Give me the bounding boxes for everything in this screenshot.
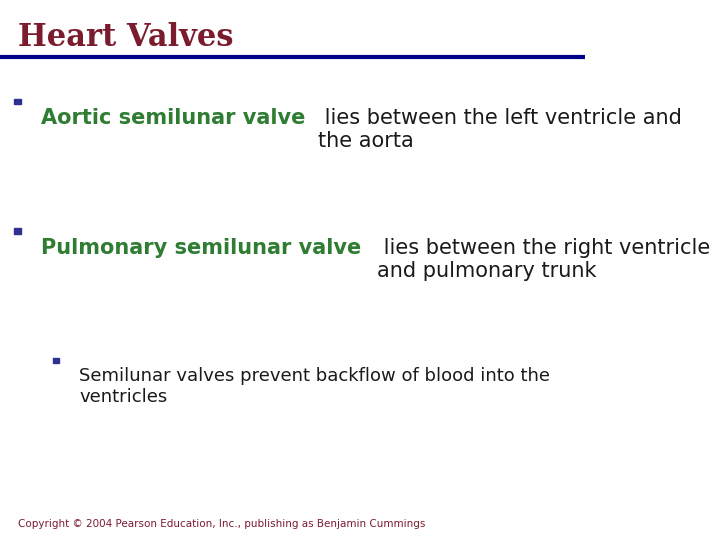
Text: lies between the left ventricle and
the aorta: lies between the left ventricle and the … [318, 108, 683, 151]
Text: Pulmonary semilunar valve: Pulmonary semilunar valve [41, 238, 361, 258]
Text: Heart Valves: Heart Valves [17, 22, 233, 52]
FancyBboxPatch shape [53, 358, 58, 363]
Text: Copyright © 2004 Pearson Education, Inc., publishing as Benjamin Cummings: Copyright © 2004 Pearson Education, Inc.… [17, 519, 425, 529]
Text: Aortic semilunar valve: Aortic semilunar valve [41, 108, 305, 128]
FancyBboxPatch shape [14, 228, 21, 234]
FancyBboxPatch shape [14, 98, 21, 104]
Text: Semilunar valves prevent backflow of blood into the
ventricles: Semilunar valves prevent backflow of blo… [79, 367, 550, 406]
Text: lies between the right ventricle
and pulmonary trunk: lies between the right ventricle and pul… [377, 238, 710, 281]
